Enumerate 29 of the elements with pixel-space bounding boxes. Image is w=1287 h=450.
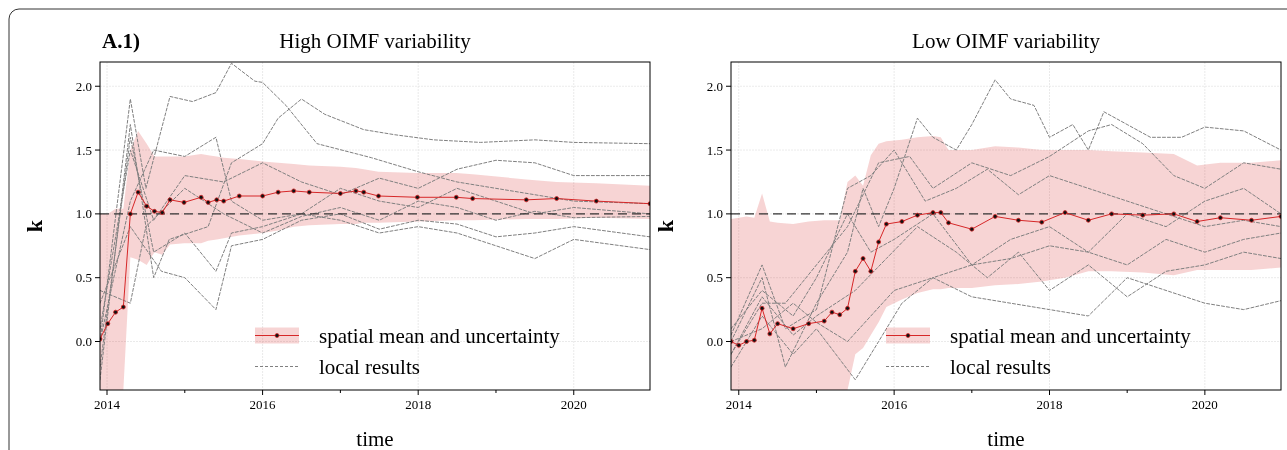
legend-label: local results — [319, 354, 420, 379]
y-tick-label: 1.0 — [75, 206, 92, 222]
y-axis-title: k — [22, 219, 47, 233]
x-tick-label: 2016 — [881, 397, 908, 412]
y-tick-label: 1.5 — [706, 142, 723, 158]
chart-title: High OIMF variability — [279, 29, 472, 53]
y-tick-label: 0.0 — [706, 334, 723, 349]
x-tick-label: 2018 — [405, 397, 432, 412]
x-axis-title: time — [987, 427, 1025, 450]
x-tick-label: 2018 — [1036, 397, 1063, 412]
legend-label: local results — [950, 354, 1051, 379]
y-tick-label: 2.0 — [706, 78, 723, 94]
x-axis-title: time — [356, 427, 394, 450]
text: A.1) — [102, 29, 140, 53]
y-axis-title: k — [653, 219, 678, 233]
chart-title: Low OIMF variability — [912, 29, 1101, 53]
x-tick-label: 2014 — [94, 397, 121, 412]
x-tick-label: 2020 — [560, 397, 587, 412]
y-tick-label: 1.0 — [706, 206, 723, 222]
y-tick-label: 2.0 — [75, 78, 92, 94]
y-tick-label: 0.0 — [75, 334, 92, 349]
x-tick-label: 2016 — [249, 397, 277, 412]
legend-label: spatial mean and uncertainty — [319, 323, 561, 348]
x-tick-label: 2020 — [1191, 397, 1218, 412]
y-tick-label: 0.5 — [706, 270, 723, 286]
y-tick-label: 1.5 — [75, 142, 92, 158]
x-tick-label: 2014 — [725, 397, 753, 412]
legend-label: spatial mean and uncertainty — [950, 323, 1192, 348]
y-tick-label: 0.5 — [75, 270, 92, 286]
